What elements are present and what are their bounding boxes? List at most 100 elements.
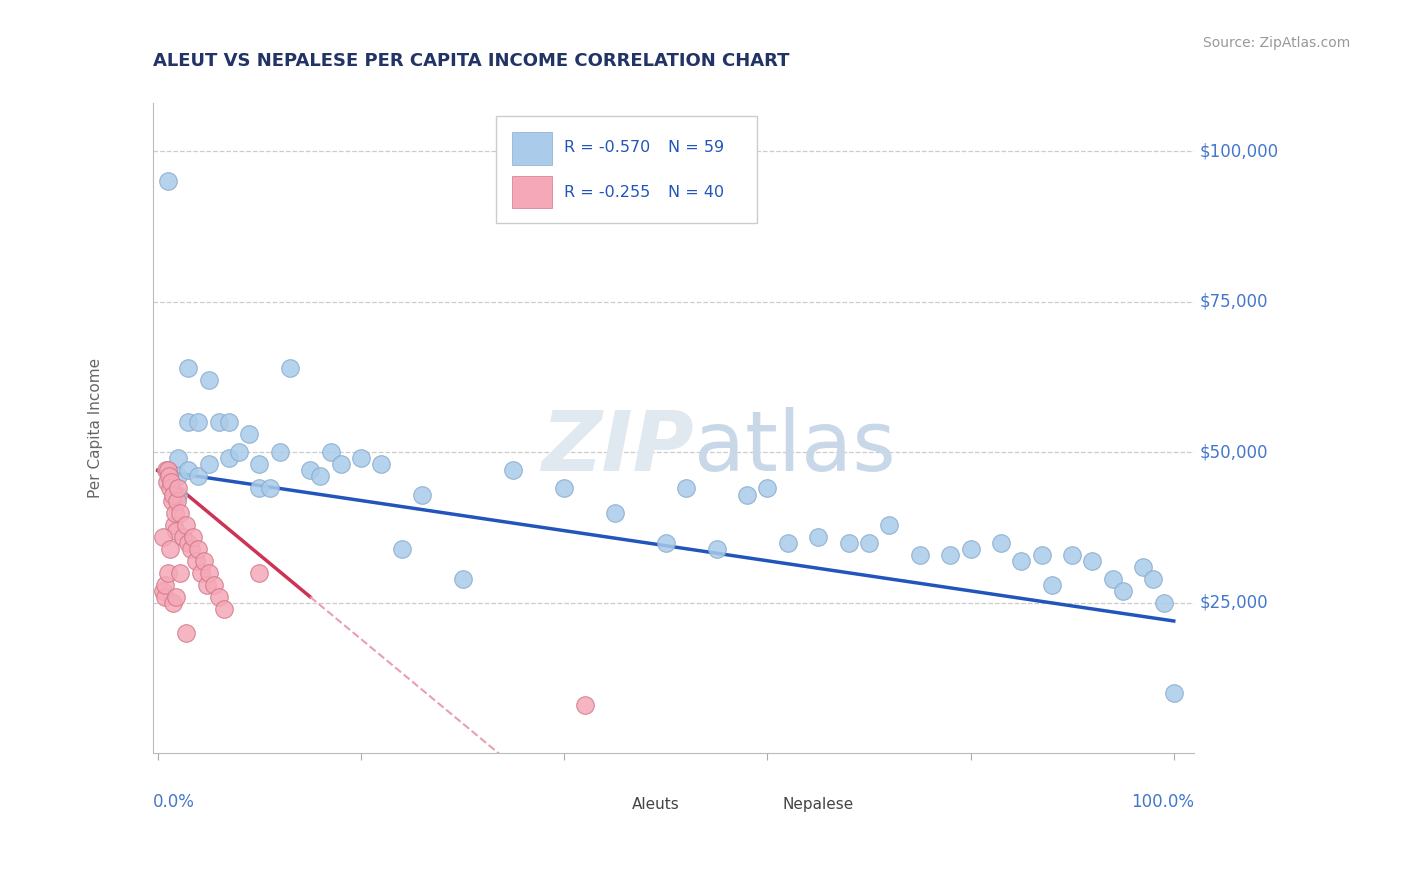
Point (278, 361, 301, 376)
Point (162, 487, 184, 501)
Point (502, 463, 524, 477)
Point (1081, 554, 1104, 568)
Point (156, 463, 179, 477)
Point (156, 566, 179, 580)
Point (553, 482, 575, 496)
Point (153, 590, 176, 604)
Point (172, 530, 194, 544)
Point (990, 535, 1012, 549)
Point (877, 517, 900, 532)
Text: R = -0.255: R = -0.255 (564, 185, 651, 200)
Text: $25,000: $25,000 (1199, 594, 1268, 612)
Point (1132, 559, 1154, 574)
Point (169, 506, 191, 520)
Point (177, 361, 200, 376)
Point (190, 566, 212, 580)
Point (350, 451, 373, 466)
Point (187, 541, 209, 556)
Point (370, 458, 392, 472)
FancyBboxPatch shape (496, 116, 756, 223)
Point (1112, 583, 1135, 598)
Point (259, 482, 281, 496)
Point (165, 524, 187, 538)
Point (163, 517, 186, 532)
Point (155, 463, 177, 477)
Point (735, 487, 758, 501)
Point (908, 548, 931, 562)
Point (167, 487, 190, 501)
Point (156, 475, 179, 490)
Point (247, 482, 270, 496)
Point (939, 548, 962, 562)
Point (807, 530, 830, 544)
Point (186, 554, 208, 568)
Point (165, 590, 187, 604)
Text: atlas: atlas (695, 408, 896, 488)
Point (156, 174, 179, 188)
Point (177, 535, 200, 549)
Point (159, 541, 181, 556)
Text: 100.0%: 100.0% (1130, 792, 1194, 811)
Point (157, 469, 180, 483)
Point (603, 506, 626, 520)
Point (183, 530, 205, 544)
Point (167, 469, 190, 483)
Point (152, 583, 174, 598)
Point (756, 482, 779, 496)
Text: Aleuts: Aleuts (631, 797, 679, 812)
Point (451, 572, 474, 586)
Point (197, 458, 219, 472)
Point (212, 602, 235, 616)
Point (1062, 548, 1084, 562)
Point (177, 415, 200, 429)
Point (1101, 572, 1123, 586)
Text: Source: ZipAtlas.com: Source: ZipAtlas.com (1202, 36, 1350, 50)
Point (165, 506, 187, 520)
Point (218, 451, 240, 466)
Point (247, 458, 270, 472)
FancyBboxPatch shape (591, 792, 621, 816)
Text: 0.0%: 0.0% (153, 792, 194, 811)
Point (309, 469, 332, 483)
Point (776, 535, 799, 549)
Point (411, 487, 433, 501)
Text: Per Capita Income: Per Capita Income (89, 359, 103, 499)
Text: ZIP: ZIP (541, 408, 695, 488)
Point (299, 463, 322, 477)
Point (319, 445, 342, 459)
Text: Nepalese: Nepalese (783, 797, 853, 812)
FancyBboxPatch shape (512, 176, 551, 209)
Point (162, 596, 184, 610)
Point (706, 541, 728, 556)
Point (166, 493, 188, 508)
Point (180, 541, 202, 556)
Point (858, 535, 880, 549)
Point (174, 517, 197, 532)
Point (1010, 554, 1032, 568)
Text: ALEUT VS NEPALESE PER CAPITA INCOME CORRELATION CHART: ALEUT VS NEPALESE PER CAPITA INCOME CORR… (153, 53, 789, 70)
Point (195, 578, 218, 592)
FancyBboxPatch shape (512, 132, 551, 165)
Text: N = 59: N = 59 (668, 140, 724, 154)
Point (167, 482, 190, 496)
Text: $75,000: $75,000 (1199, 293, 1268, 310)
Text: $50,000: $50,000 (1199, 443, 1268, 461)
Point (1163, 686, 1185, 700)
Point (187, 469, 209, 483)
Point (228, 445, 250, 459)
Point (160, 475, 183, 490)
Point (160, 493, 183, 508)
Point (197, 566, 219, 580)
Point (153, 578, 176, 592)
Point (391, 541, 413, 556)
Text: $100,000: $100,000 (1199, 142, 1278, 161)
Text: N = 40: N = 40 (668, 185, 724, 200)
FancyBboxPatch shape (741, 792, 772, 816)
Point (838, 535, 860, 549)
Point (574, 698, 596, 713)
Point (329, 458, 352, 472)
Point (152, 530, 174, 544)
Point (218, 415, 240, 429)
Point (177, 463, 200, 477)
Point (269, 445, 291, 459)
